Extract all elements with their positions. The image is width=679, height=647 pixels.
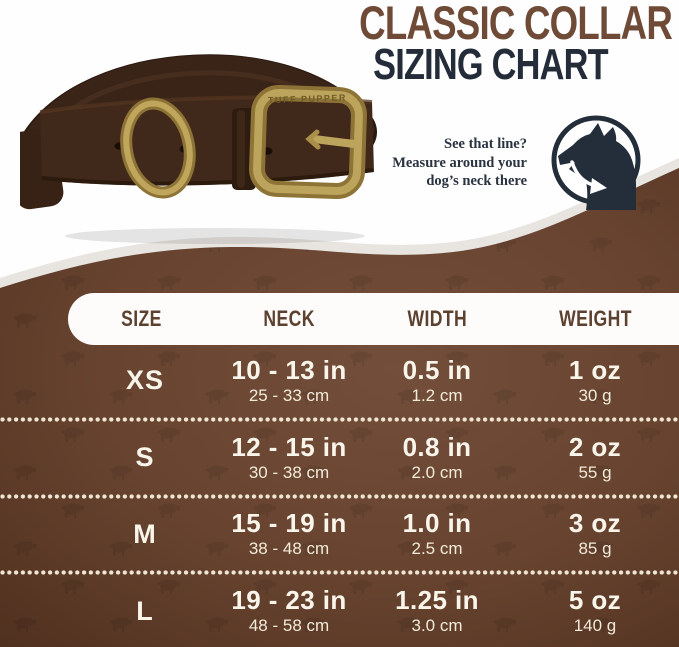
width-cell: 0.8 in 2.0 cm <box>363 433 511 483</box>
measure-arrowhead <box>590 178 607 194</box>
d-ring <box>120 97 196 199</box>
measure-note-line2: Measure around your <box>392 154 527 171</box>
measure-note-line1: See that line? <box>444 136 527 152</box>
width-cm: 3.0 cm <box>411 616 463 636</box>
buckle-engraving: TUFF PUPPER <box>268 93 347 106</box>
column-header-width: WIDTH <box>407 306 467 331</box>
collar-photo: TUFF PUPPER <box>20 54 377 244</box>
width-inches: 0.5 in <box>402 354 472 385</box>
width-cell: 1.25 in 3.0 cm <box>363 586 511 636</box>
measure-note: See that line? Measure around your dog’s… <box>287 135 527 191</box>
neck-inches: 19 - 23 in <box>231 585 347 616</box>
neck-cm: 25 - 33 cm <box>248 385 330 405</box>
weight-oz: 3 oz <box>568 508 622 539</box>
neck-cm: 30 - 38 cm <box>248 462 330 482</box>
weight-g: 140 g <box>573 616 617 636</box>
neck-cm: 38 - 48 cm <box>248 539 330 559</box>
neck-cell: 19 - 23 in 48 - 58 cm <box>215 586 363 636</box>
page-title: CLASSIC COLLAR SIZING CHART <box>315 0 673 89</box>
neck-cell: 12 - 15 in 30 - 38 cm <box>215 433 363 483</box>
weight-cell: 5 oz 140 g <box>511 586 679 636</box>
table-header: SIZE NECK WIDTH WEIGHT <box>68 293 679 345</box>
width-cm: 2.5 cm <box>411 539 463 559</box>
title-line-2: SIZING CHART <box>372 40 608 89</box>
dog-silhouette <box>558 123 636 210</box>
weight-oz: 1 oz <box>568 354 622 385</box>
dotted-divider <box>0 493 679 499</box>
weight-cell: 3 oz 85 g <box>511 509 679 559</box>
neck-inches: 10 - 13 in <box>231 354 347 385</box>
width-inches: 1.25 in <box>395 585 479 616</box>
table-row-m: M 15 - 19 in 38 - 48 cm 1.0 in 2.5 cm 3 … <box>0 499 679 571</box>
size-label: S <box>135 442 155 473</box>
weight-cell: 1 oz 30 g <box>511 356 679 406</box>
wave-dog-pattern <box>0 168 679 647</box>
dog-head-measure-icon <box>551 115 641 210</box>
title-line-1: CLASSIC COLLAR <box>359 0 673 49</box>
size-label: M <box>133 518 157 549</box>
neck-inches: 12 - 15 in <box>231 431 347 462</box>
dotted-divider <box>0 416 679 422</box>
width-cm: 2.0 cm <box>411 462 463 482</box>
neck-cm: 48 - 58 cm <box>248 616 330 636</box>
measure-note-line3: dog’s neck there <box>426 173 527 189</box>
width-inches: 1.0 in <box>402 508 472 539</box>
weight-cell: 2 oz 55 g <box>511 433 679 483</box>
weight-g: 85 g <box>578 539 612 559</box>
weight-oz: 5 oz <box>568 585 622 616</box>
size-label: L <box>136 595 154 626</box>
size-label: XS <box>125 365 165 396</box>
neck-inches: 15 - 19 in <box>231 508 347 539</box>
column-header-size: SIZE <box>121 306 162 331</box>
width-cell: 1.0 in 2.5 cm <box>363 509 511 559</box>
weight-g: 55 g <box>578 462 612 482</box>
column-header-neck: NECK <box>263 306 315 331</box>
weight-g: 30 g <box>578 385 612 405</box>
width-inches: 0.8 in <box>402 431 472 462</box>
collar-shadow <box>65 228 365 244</box>
width-cell: 0.5 in 1.2 cm <box>363 356 511 406</box>
weight-oz: 2 oz <box>568 431 622 462</box>
column-header-weight: WEIGHT <box>558 306 632 331</box>
table-row-l: L 19 - 23 in 48 - 58 cm 1.25 in 3.0 cm 5… <box>0 575 679 647</box>
dotted-divider <box>0 570 679 576</box>
width-cm: 1.2 cm <box>411 385 463 405</box>
table-row-s: S 12 - 15 in 30 - 38 cm 0.8 in 2.0 cm 2 … <box>0 422 679 494</box>
neck-cell: 10 - 13 in 25 - 33 cm <box>215 356 363 406</box>
buckle-prong <box>310 135 358 148</box>
table-row-xs: XS 10 - 13 in 25 - 33 cm 0.5 in 1.2 cm 1… <box>0 345 679 417</box>
size-table: XS 10 - 13 in 25 - 33 cm 0.5 in 1.2 cm 1… <box>0 345 679 647</box>
neck-cell: 15 - 19 in 38 - 48 cm <box>215 509 363 559</box>
buckle: TUFF PUPPER <box>249 84 367 200</box>
